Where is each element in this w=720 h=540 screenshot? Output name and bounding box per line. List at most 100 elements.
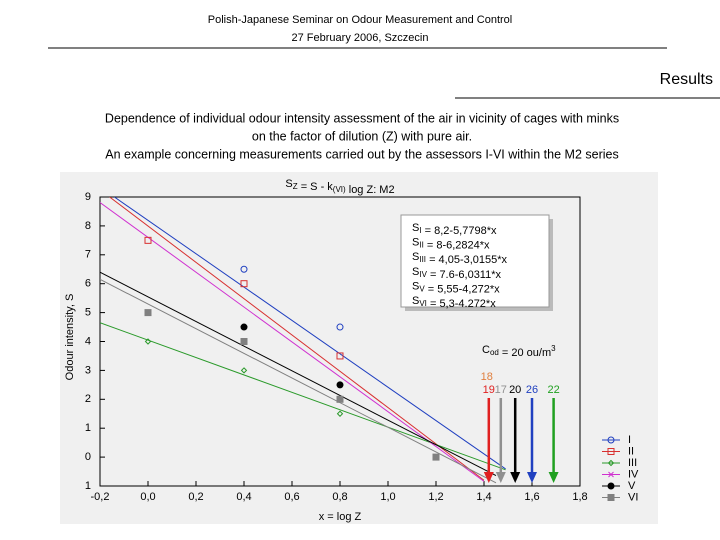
point [144, 236, 152, 244]
legend-label: V [628, 480, 636, 492]
equation: SV = 5,55-4,272*x [412, 280, 500, 295]
x-tick-label: 0,2 [188, 491, 203, 503]
header-line: 27 February 2006, Szczecin [292, 32, 429, 44]
arrow-head [495, 472, 506, 483]
text-part: = 8-6,2824*x [424, 240, 490, 252]
point [240, 323, 248, 331]
text-part: S [285, 178, 292, 190]
legend-label: II [628, 445, 634, 457]
text-part: od [490, 348, 499, 357]
text-part: (VI) [333, 185, 346, 194]
legend-marker [607, 448, 615, 455]
header-line: Polish-Japanese Seminar on Odour Measure… [208, 14, 513, 26]
text-part: IV [419, 270, 427, 279]
text-part: 3 [551, 344, 556, 353]
arrow-head [527, 472, 537, 483]
fit-line [100, 202, 485, 482]
arrow-head [483, 472, 494, 483]
y-tick-label: 6 [85, 278, 91, 290]
y-tick-label: 9 [85, 191, 91, 203]
x-tick-label: 1,4 [476, 491, 491, 503]
point [432, 453, 440, 461]
legend-marker [608, 471, 614, 478]
point [336, 352, 344, 360]
point [144, 309, 152, 317]
text-part: III [419, 255, 426, 264]
chart-panel [60, 172, 658, 524]
text-part: = 5,55-4,272*x [425, 283, 500, 295]
equation: SIII = 4,05-3,0155*x [412, 251, 508, 266]
arrow-label: 18 [481, 371, 493, 383]
equation: SII = 8-6,2824*x [412, 237, 490, 252]
description: An example concerning measurements carri… [105, 147, 618, 161]
x-tick-label: 0,4 [236, 491, 251, 503]
text-part: = 20 ou/m [499, 347, 551, 359]
y-axis-label: Odour intensity, S [64, 294, 76, 381]
text-part: C [482, 344, 490, 356]
y-tick-label: 5 [85, 307, 91, 319]
x-tick-label: 0,6 [284, 491, 299, 503]
y-tick-label: 2 [85, 393, 91, 405]
legend-marker [607, 436, 615, 444]
x-tick-label: 1,2 [428, 491, 443, 503]
y-tick-label: 1 [85, 422, 91, 434]
text-part: V [419, 285, 425, 294]
text-part: S [412, 295, 419, 307]
legend-marker [607, 482, 615, 490]
text-part: S [412, 237, 419, 249]
text-part: I [419, 226, 421, 235]
point [336, 410, 344, 417]
arrow-head [510, 472, 521, 483]
legend-marker [607, 459, 615, 467]
arrow-label: 22 [547, 384, 559, 396]
equation: SI = 8,2-5,7798*x [412, 222, 497, 237]
description: on the factor of dilution (Z) with pure … [252, 129, 472, 143]
x-tick-label: -0,2 [91, 491, 110, 503]
legend-label: I [628, 434, 631, 446]
section-title: Results [660, 71, 713, 88]
fit-line [100, 271, 497, 477]
description: Dependence of individual odour intensity… [105, 111, 619, 125]
fit-line [109, 197, 485, 481]
point [336, 323, 344, 331]
text-part: = 7.6-6,0311*x [427, 269, 502, 281]
arrow-label: 26 [526, 384, 538, 396]
text-part: log Z: M2 [346, 184, 395, 196]
legend-label: IV [628, 468, 639, 480]
fit-line [114, 197, 506, 470]
point [240, 280, 248, 288]
plot-lines [100, 197, 506, 484]
fit-line [100, 278, 497, 484]
legend-label: III [628, 457, 637, 469]
text-part: II [419, 241, 423, 250]
point [240, 338, 248, 345]
arrow-head [548, 472, 559, 483]
text-part: Z [293, 182, 298, 191]
y-tick-label: 8 [85, 220, 91, 232]
legend-label: VI [628, 491, 638, 503]
text-part: S [412, 280, 419, 292]
y-tick-label: 4 [85, 335, 91, 347]
equation-box [400, 214, 550, 308]
arrow-label: 20 [509, 384, 521, 396]
y-tick-label: 0 [85, 451, 91, 463]
text-part: S [412, 266, 419, 278]
point [240, 367, 248, 374]
legend-marker [607, 494, 615, 501]
text-part: = S - k [298, 181, 334, 193]
point [336, 381, 344, 389]
equation: SIV = 7.6-6,0311*x [412, 266, 502, 281]
point [336, 395, 344, 403]
x-tick-label: 1,6 [524, 491, 539, 503]
arrow-label: 17 [495, 384, 507, 396]
x-tick-label: 0,0 [140, 491, 155, 503]
x-axis-label: x = log Z [319, 511, 362, 523]
y-tick-label: 7 [85, 249, 91, 261]
x-tick-label: 0,8 [332, 491, 347, 503]
y-tick-label: 1 [85, 480, 91, 492]
text-part: S [412, 222, 419, 234]
text-part: = 4,05-3,0155*x [426, 254, 508, 266]
point [240, 265, 248, 273]
equation: SVI = 5,3-4.272*x [412, 295, 496, 310]
